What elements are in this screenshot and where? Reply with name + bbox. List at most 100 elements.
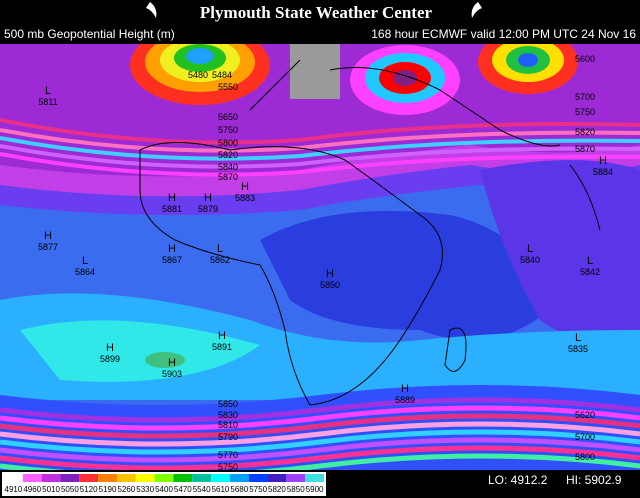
logo-left bbox=[146, 2, 157, 18]
contour-label: 5800 bbox=[575, 452, 595, 462]
system-value: 5881 bbox=[162, 204, 182, 214]
system-letter: L bbox=[575, 332, 581, 344]
colorbar-label: 5330 bbox=[136, 485, 154, 494]
contour-label: 5850 bbox=[218, 399, 238, 409]
colorbar-label: 5900 bbox=[306, 485, 324, 494]
contour-label: 5870 bbox=[575, 144, 595, 154]
system-value: 5879 bbox=[198, 204, 218, 214]
colorbar-swatch bbox=[173, 474, 193, 482]
header-title: Plymouth State Weather Center bbox=[200, 3, 433, 22]
contour-label: 5650 bbox=[218, 112, 238, 122]
logo-right bbox=[471, 2, 482, 18]
system-letter: H bbox=[168, 243, 176, 255]
system-value: 5862 bbox=[210, 255, 230, 265]
colorbar-swatch bbox=[154, 474, 174, 482]
system-letter: L bbox=[587, 255, 593, 267]
system-letter: H bbox=[44, 230, 52, 242]
system-value: 5835 bbox=[568, 344, 588, 354]
contour-label: 5830 bbox=[218, 410, 238, 420]
contour-label: 5480 bbox=[188, 70, 208, 80]
system-value: 5842 bbox=[580, 267, 600, 277]
system-value: 5864 bbox=[75, 267, 95, 277]
system-letter: H bbox=[168, 357, 176, 369]
contour-label: 5810 bbox=[218, 420, 238, 430]
colorbar-swatch bbox=[135, 474, 155, 482]
colorbar-swatch bbox=[4, 474, 23, 482]
colorbar-label: 4910 bbox=[5, 485, 23, 494]
colorbar-swatch bbox=[286, 474, 306, 482]
system-letter: L bbox=[217, 243, 223, 255]
system-value: 5811 bbox=[38, 97, 57, 107]
system-value: 5889 bbox=[395, 395, 415, 405]
colorbar-label: 5680 bbox=[230, 485, 248, 494]
system-letter: H bbox=[599, 155, 607, 167]
colorbar-swatch bbox=[79, 474, 99, 482]
colorbar-label: 5540 bbox=[193, 485, 211, 494]
cyclone-core bbox=[130, 44, 578, 115]
colorbar-label: 5850 bbox=[287, 485, 305, 494]
contour-label: 5770 bbox=[218, 450, 238, 460]
colorbar-swatch bbox=[267, 474, 287, 482]
contour-label: 5870 bbox=[218, 172, 238, 182]
map-title-left: 500 mb Geopotential Height (m) bbox=[4, 27, 175, 41]
system-value: 5899 bbox=[100, 354, 120, 364]
system-letter: H bbox=[241, 181, 249, 193]
colorbar-swatch bbox=[22, 474, 42, 482]
contour-label: 5620 bbox=[575, 410, 595, 420]
colorbar-label: 5610 bbox=[212, 485, 230, 494]
system-value: 5840 bbox=[520, 255, 540, 265]
system-letter: H bbox=[326, 268, 334, 280]
system-letter: L bbox=[82, 255, 88, 267]
colorbar-label: 5050 bbox=[61, 485, 79, 494]
system-letter: H bbox=[218, 330, 226, 342]
colorbar-swatch bbox=[116, 474, 136, 482]
contour-label: 5750 bbox=[218, 462, 238, 472]
contour-label: 5840 bbox=[218, 162, 238, 172]
colorbar-label: 5470 bbox=[174, 485, 192, 494]
contour-label: 5484 bbox=[212, 70, 232, 80]
contour-label: 5700 bbox=[575, 92, 595, 102]
system-value: 5884 bbox=[593, 167, 613, 177]
system-letter: H bbox=[204, 192, 212, 204]
colorbar-swatch bbox=[192, 474, 212, 482]
colorbar-label: 5120 bbox=[80, 485, 98, 494]
colorbar-label: 5750 bbox=[249, 485, 267, 494]
colorbar-label: 5400 bbox=[155, 485, 173, 494]
colorbar: 4910 4960 5010 5050 5120 5190 5260 5330 5400 5470… bbox=[2, 472, 326, 496]
contour-label: 5600 bbox=[575, 54, 595, 64]
colorbar-label: 5010 bbox=[42, 485, 60, 494]
system-value: 5903 bbox=[162, 369, 182, 379]
colorbar-swatch bbox=[98, 474, 117, 482]
contour-label: 5820 bbox=[218, 150, 238, 160]
colorbar-swatch bbox=[248, 474, 268, 482]
system-value: 5891 bbox=[212, 342, 232, 352]
system-value: 5877 bbox=[38, 242, 58, 252]
system-letter: H bbox=[106, 342, 114, 354]
colorbar-swatch bbox=[229, 474, 249, 482]
colorbar-swatch bbox=[211, 474, 230, 482]
colorbar-label: 5190 bbox=[99, 485, 117, 494]
map-field bbox=[0, 44, 640, 470]
contour-label: 5550 bbox=[218, 82, 238, 92]
contour-label: 5790 bbox=[218, 432, 238, 442]
system-letter: H bbox=[401, 383, 409, 395]
system-value: 5850 bbox=[320, 280, 340, 290]
colorbar-swatch bbox=[41, 474, 61, 482]
system-value: 5883 bbox=[235, 193, 255, 203]
colorbar-label: 5260 bbox=[117, 485, 135, 494]
lo-value: LO: 4912.2 bbox=[488, 473, 548, 487]
colorbar-swatch bbox=[60, 474, 80, 482]
contour-label: 5750 bbox=[218, 125, 238, 135]
system-letter: L bbox=[45, 85, 51, 97]
contour-label: 5750 bbox=[575, 107, 595, 117]
colorbar-label: 4960 bbox=[23, 485, 41, 494]
system-value: 5867 bbox=[162, 255, 182, 265]
contour-label: 5820 bbox=[575, 127, 595, 137]
colorbar-label: 5820 bbox=[268, 485, 286, 494]
contour-label: 5800 bbox=[218, 138, 238, 148]
colorbar-swatch bbox=[305, 474, 324, 482]
system-letter: H bbox=[168, 192, 176, 204]
map-title-right: 168 hour ECMWF valid 12:00 PM UTC 24 Nov… bbox=[371, 27, 636, 41]
contour-label: 5700 bbox=[575, 432, 595, 442]
